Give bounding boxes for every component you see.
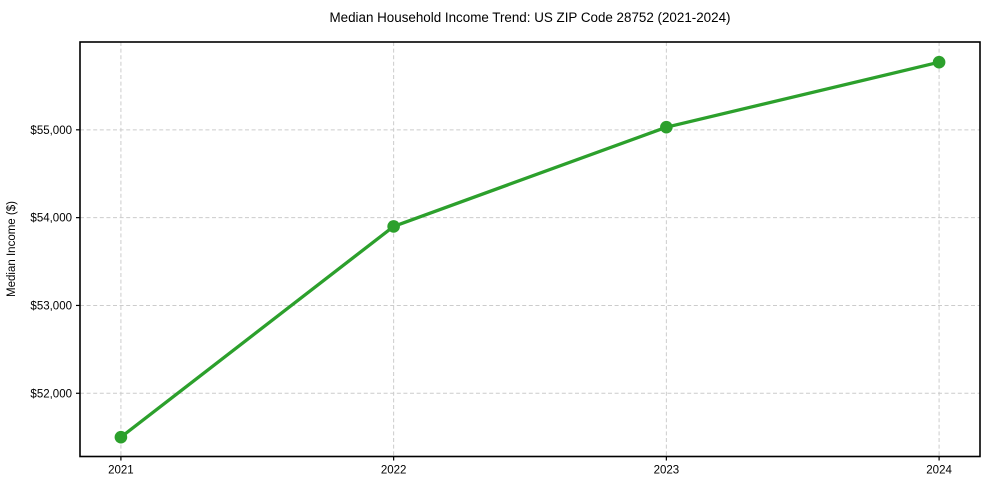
data-series [114, 55, 946, 444]
y-tick-label: $55,000 [30, 125, 72, 137]
trend-line [119, 60, 941, 439]
y-axis-label: Median Income ($) [6, 201, 18, 297]
data-point-marker [114, 430, 128, 444]
grid-lines [80, 42, 980, 457]
x-tick-label: 2022 [381, 465, 407, 477]
x-tick-label: 2023 [654, 465, 680, 477]
y-tick-label: $52,000 [30, 388, 72, 400]
data-point-marker [932, 55, 946, 69]
axis-ticks: 2021 2022 2023 2024 $52,000 $53,000 $54,000 $55… [30, 125, 952, 477]
y-tick-label: $53,000 [30, 300, 72, 312]
plot-border [79, 41, 981, 458]
x-tick-label: 2024 [926, 465, 952, 477]
y-tick-label: $54,000 [30, 213, 72, 225]
data-point-marker [387, 220, 400, 233]
chart-title: Median Household Income Trend: US ZIP Co… [330, 10, 731, 25]
x-tick-label: 2021 [108, 465, 134, 477]
data-point-marker [660, 120, 673, 134]
